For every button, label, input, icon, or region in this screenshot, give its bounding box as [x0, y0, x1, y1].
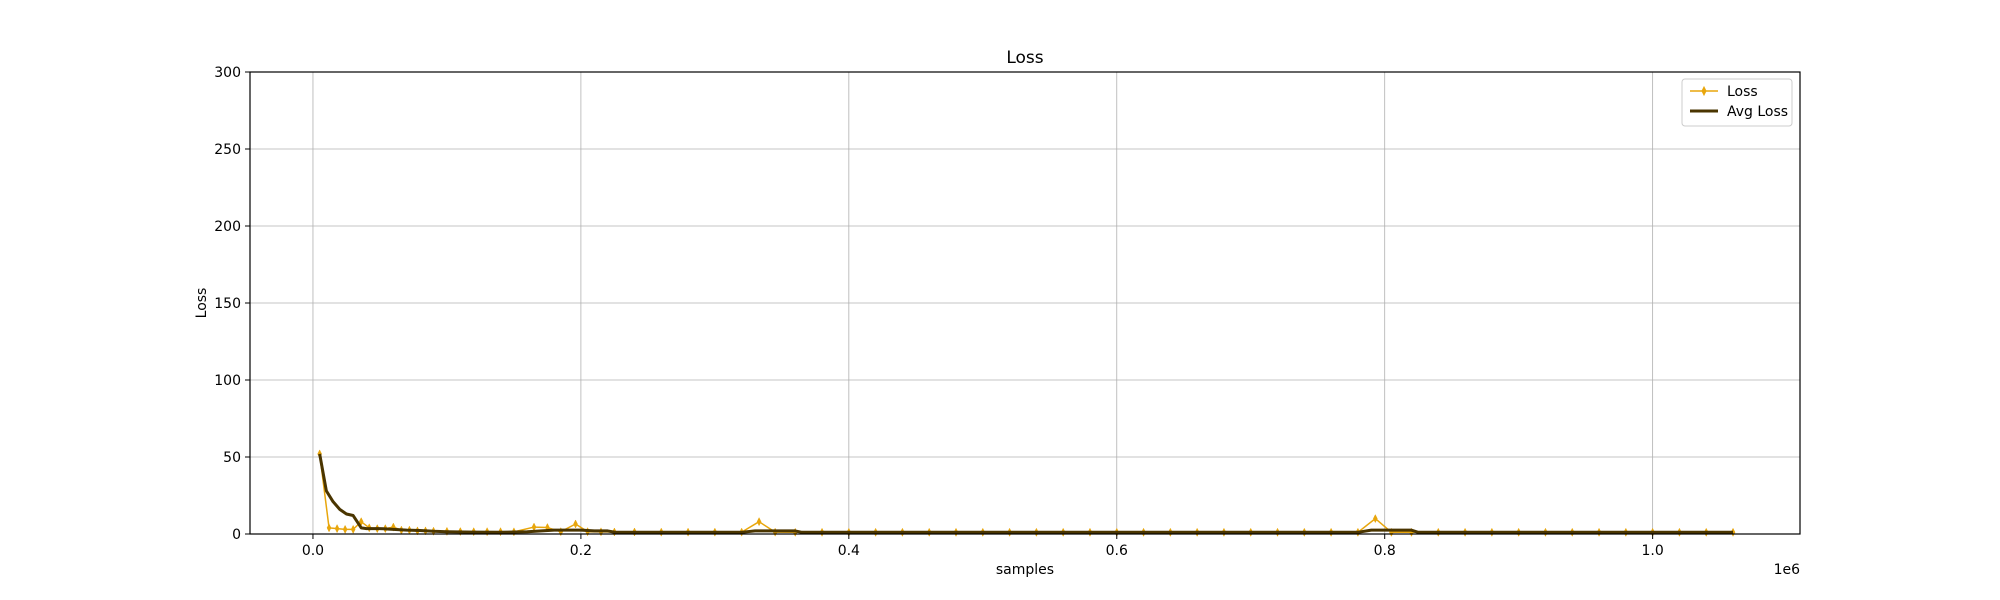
y-tick-label: 250	[214, 142, 241, 158]
y-tick-label: 50	[223, 450, 241, 466]
x-tick-label: 0.4	[838, 543, 860, 559]
chart-title: Loss	[1006, 48, 1043, 68]
x-axis-offset-label: 1e6	[1774, 562, 1801, 578]
axis-ticks: 0.0 0.2 0.4 0.6 0.8 1.0 0 50 100 150 200 250 300	[214, 65, 1664, 559]
x-tick-label: 0.8	[1374, 543, 1396, 559]
x-tick-label: 1.0	[1642, 543, 1664, 559]
legend-marker-loss	[1701, 85, 1707, 97]
x-tick-label: 0.0	[302, 543, 324, 559]
y-tick-label: 300	[214, 65, 241, 81]
x-axis-label: samples	[996, 562, 1054, 578]
loss-point	[334, 524, 340, 534]
y-axis-label: Loss	[194, 288, 210, 319]
legend-label-loss: Loss	[1727, 84, 1758, 100]
series-line-avg-loss	[318, 453, 1734, 534]
y-tick-label: 150	[214, 296, 241, 312]
loss-point	[756, 517, 762, 527]
loss-point	[1373, 514, 1378, 524]
loss-point	[342, 524, 348, 534]
y-tick-label: 200	[214, 219, 241, 235]
loss-point	[573, 519, 578, 529]
x-tick-label: 0.6	[1106, 543, 1128, 559]
x-tick-label: 0.2	[570, 543, 592, 559]
legend-label-avg-loss: Avg Loss	[1727, 104, 1788, 120]
y-tick-label: 0	[232, 527, 241, 543]
loss-point	[350, 524, 356, 534]
loss-point	[326, 523, 332, 533]
y-tick-label: 100	[214, 373, 241, 389]
legend: Loss Avg Loss	[1681, 78, 1793, 127]
